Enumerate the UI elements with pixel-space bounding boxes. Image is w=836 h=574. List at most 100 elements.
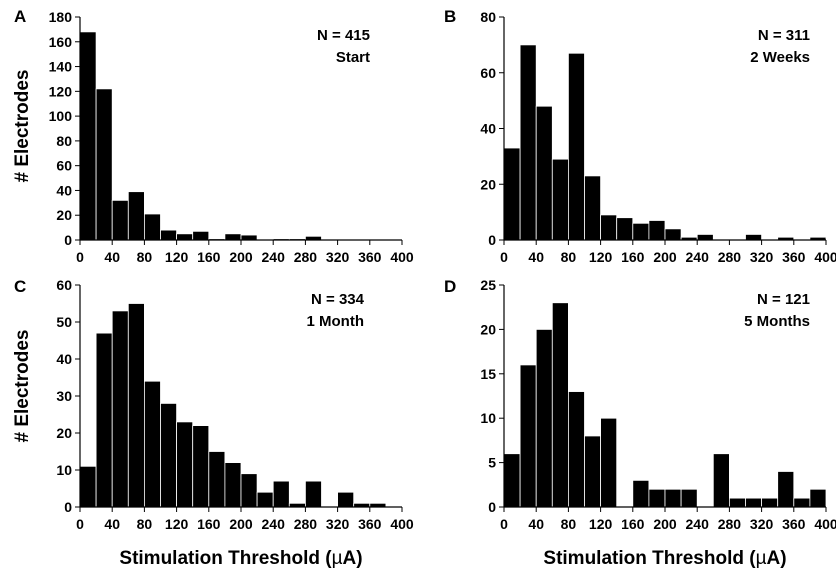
x-tick-label-a-280: 280 — [294, 249, 318, 265]
bar-c-12 — [272, 480, 290, 508]
bar-a-4 — [143, 213, 161, 241]
annotation-a-0: N = 415 — [317, 27, 370, 44]
annotation-b-1: 2 Weeks — [750, 49, 810, 66]
bar-d-9 — [648, 488, 666, 508]
x-tick-label-d-320: 320 — [750, 516, 774, 532]
y-axis-title-bottom: # Electrodes — [12, 330, 33, 443]
panel-letter-d: D — [444, 277, 456, 296]
x-tick-label-a-240: 240 — [262, 249, 286, 265]
bar-b-5 — [584, 175, 602, 241]
bar-a-6 — [176, 233, 194, 241]
bar-d-0 — [503, 453, 521, 508]
bar-c-14 — [304, 480, 322, 508]
bar-d-15 — [745, 497, 763, 508]
x-tick-label-b-80: 80 — [561, 249, 577, 265]
x-tick-label-a-0: 0 — [76, 249, 84, 265]
bar-c-1 — [95, 332, 113, 508]
bar-d-17 — [777, 471, 795, 508]
bar-d-16 — [761, 497, 779, 508]
x-tick-label-c-400: 400 — [390, 516, 414, 532]
y-tick-label-d-10: 10 — [480, 410, 496, 426]
y-tick-label-b-40: 40 — [480, 121, 496, 137]
bar-d-11 — [680, 488, 698, 508]
x-tick-label-d-120: 120 — [589, 516, 613, 532]
panel-b: 0 20 40 60 80 0 40 80 120 160 200 240 280 320 360 400 B N… — [444, 7, 836, 265]
bar-c-8 — [208, 451, 226, 508]
bar-b-2 — [535, 105, 553, 241]
bar-c-16 — [337, 491, 355, 508]
y-tick-label-a-40: 40 — [56, 182, 72, 198]
x-tick-label-c-320: 320 — [326, 516, 350, 532]
bar-a-0 — [79, 31, 97, 241]
bar-b-9 — [648, 220, 666, 241]
y-tick-label-c-40: 40 — [56, 351, 72, 367]
bar-a-5 — [160, 229, 178, 241]
x-tick-label-d-200: 200 — [653, 516, 677, 532]
bar-d-10 — [664, 488, 682, 508]
y-tick-label-a-20: 20 — [56, 207, 72, 223]
panel-letter-a: A — [14, 7, 26, 26]
y-tick-label-b-0: 0 — [488, 232, 496, 248]
bar-c-3 — [127, 303, 145, 508]
annotation-c-1: 1 Month — [307, 313, 365, 330]
y-tick-label-c-0: 0 — [64, 499, 72, 515]
x-tick-label-d-160: 160 — [621, 516, 645, 532]
x-tick-label-a-80: 80 — [137, 249, 153, 265]
bar-d-1 — [519, 364, 537, 508]
annotation-d-0: N = 121 — [757, 291, 810, 308]
panel-letter-c: C — [14, 277, 26, 296]
annotation-c-0: N = 334 — [311, 291, 365, 308]
y-tick-label-a-160: 160 — [49, 34, 73, 50]
x-tick-label-b-40: 40 — [528, 249, 544, 265]
y-tick-label-c-60: 60 — [56, 277, 72, 293]
y-tick-label-b-60: 60 — [480, 65, 496, 81]
x-tick-label-d-80: 80 — [561, 516, 577, 532]
y-tick-label-a-60: 60 — [56, 158, 72, 174]
bar-c-0 — [79, 465, 97, 508]
x-tick-label-c-40: 40 — [104, 516, 120, 532]
x-tick-label-b-160: 160 — [621, 249, 645, 265]
bar-c-5 — [160, 402, 178, 508]
y-tick-label-c-20: 20 — [56, 425, 72, 441]
bar-b-12 — [696, 234, 714, 241]
bar-c-6 — [176, 421, 194, 508]
y-tick-label-c-10: 10 — [56, 462, 72, 478]
x-tick-label-b-280: 280 — [718, 249, 742, 265]
x-tick-label-c-360: 360 — [358, 516, 382, 532]
y-tick-label-a-80: 80 — [56, 133, 72, 149]
x-tick-label-d-0: 0 — [500, 516, 508, 532]
bar-a-7 — [192, 230, 210, 241]
y-tick-label-a-120: 120 — [49, 83, 73, 99]
bar-b-7 — [616, 217, 634, 241]
y-tick-label-a-100: 100 — [49, 108, 73, 124]
bar-c-7 — [192, 425, 210, 508]
x-tick-label-b-120: 120 — [589, 249, 613, 265]
x-axis-title-left: Stimulation Threshold (µA) — [119, 548, 362, 569]
x-tick-label-a-160: 160 — [197, 249, 221, 265]
panel-a: 0 20 40 60 80 100 120 140 160 180 0 40 80 120 160 200 24… — [14, 7, 414, 265]
x-tick-label-b-400: 400 — [814, 249, 836, 265]
x-tick-label-d-280: 280 — [718, 516, 742, 532]
x-tick-label-d-240: 240 — [686, 516, 710, 532]
x-tick-label-c-0: 0 — [76, 516, 84, 532]
x-tick-label-b-0: 0 — [500, 249, 508, 265]
x-tick-label-c-160: 160 — [197, 516, 221, 532]
bar-c-2 — [111, 310, 129, 508]
bar-d-6 — [600, 417, 618, 508]
bar-d-18 — [793, 497, 811, 508]
y-axis-title-top: # Electrodes — [12, 70, 33, 183]
x-tick-label-d-40: 40 — [528, 516, 544, 532]
bar-d-14 — [729, 497, 746, 508]
y-tick-label-a-0: 0 — [64, 232, 72, 248]
annotation-b-0: N = 311 — [758, 27, 810, 44]
bar-b-6 — [600, 214, 618, 241]
x-tick-label-c-240: 240 — [262, 516, 286, 532]
bar-d-5 — [584, 435, 602, 508]
bar-b-1 — [519, 44, 537, 241]
x-tick-label-a-320: 320 — [326, 249, 350, 265]
x-tick-label-c-280: 280 — [294, 516, 318, 532]
bar-a-10 — [240, 234, 258, 241]
y-tick-label-b-80: 80 — [480, 9, 496, 25]
bar-b-4 — [568, 52, 585, 241]
